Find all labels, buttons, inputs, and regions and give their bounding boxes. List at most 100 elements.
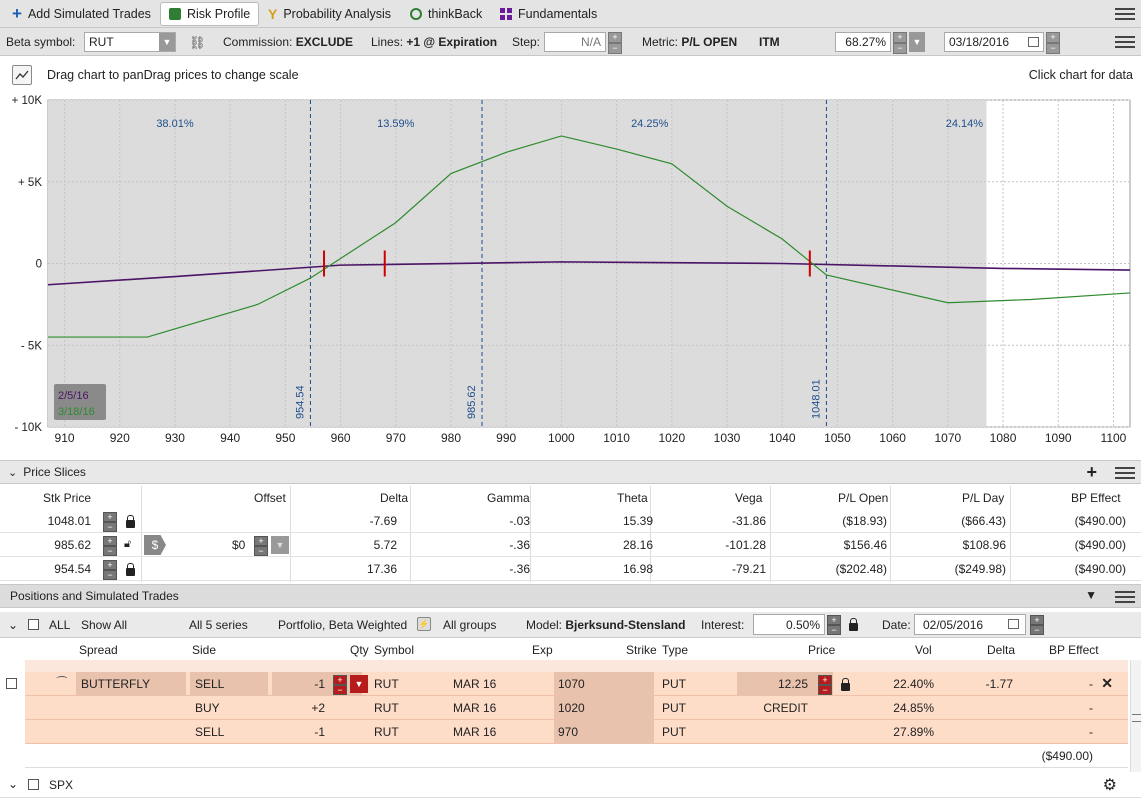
metric-value: P/L OPEN bbox=[681, 35, 738, 49]
commission-control[interactable]: Commission: EXCLUDE bbox=[223, 35, 353, 49]
groups-filter[interactable]: All groups bbox=[443, 618, 497, 632]
interest-stepper[interactable]: + − bbox=[827, 615, 841, 635]
leg-strike[interactable]: 1020 bbox=[558, 701, 585, 715]
lock-icon[interactable] bbox=[126, 515, 135, 528]
lock-icon[interactable] bbox=[849, 618, 858, 631]
model-selector[interactable]: Model: Bjerksund-Stensland bbox=[526, 618, 685, 632]
tab-thinkback[interactable]: thinkBack bbox=[402, 2, 490, 26]
metric-control[interactable]: Metric: P/L OPEN bbox=[642, 35, 737, 49]
col-delta: Delta bbox=[987, 643, 1016, 657]
leg-strike[interactable]: 1070 bbox=[558, 677, 585, 691]
select-all-checkbox[interactable] bbox=[28, 619, 39, 630]
expiration-date-input[interactable]: 03/18/2016 bbox=[944, 32, 1044, 52]
price-slice-row[interactable]: 954.54 + − 17.36 -.36 16.98 -79.21 ($202.… bbox=[0, 557, 1141, 581]
chevron-down-icon[interactable]: ⌄ bbox=[8, 777, 19, 791]
lines-control[interactable]: Lines: +1 @ Expiration bbox=[371, 35, 497, 49]
risk-profile-svg[interactable]: 910 920 930 940 950 960 970 980 990 1000 1010 1020 1… bbox=[0, 94, 1141, 450]
calendar-icon[interactable] bbox=[1028, 37, 1039, 47]
y-tick-label: 0 bbox=[36, 259, 42, 271]
step-input[interactable]: N/A bbox=[544, 32, 606, 52]
scroll-grip-icon[interactable] bbox=[1132, 714, 1141, 722]
risk-profile-chart[interactable]: 910 920 930 940 950 960 970 980 990 1000 1010 1020 1… bbox=[0, 94, 1141, 450]
price-stepper[interactable]: + − bbox=[818, 675, 832, 695]
leg-vol: 22.40% bbox=[893, 677, 934, 691]
price-slices-column-headers: Stk Price Offset Delta Gamma Theta Vega … bbox=[0, 488, 1141, 510]
show-filter[interactable]: Show All bbox=[81, 618, 128, 632]
slice-bp-effect: ($490.00) bbox=[1074, 538, 1126, 552]
leg-type[interactable]: PUT bbox=[662, 725, 686, 739]
gear-icon[interactable]: ⚙ bbox=[1102, 777, 1117, 794]
leg-price[interactable]: 12.25 bbox=[777, 677, 808, 691]
slice-price-stepper[interactable]: + − bbox=[103, 512, 117, 532]
leg-qty[interactable]: +2 bbox=[311, 701, 325, 715]
price-slice-row[interactable]: 985.62 + − 🔓︎ $ $0 + − ▼ 5.72 -.36 28.16 -… bbox=[0, 533, 1141, 557]
slice-delta: 17.36 bbox=[366, 562, 397, 576]
chevron-down-icon[interactable]: ▼ bbox=[350, 675, 368, 693]
collapse-icon[interactable]: ▼ bbox=[1085, 588, 1097, 602]
lock-icon[interactable] bbox=[841, 678, 850, 691]
leg-side[interactable]: SELL bbox=[195, 677, 225, 691]
x-tick-label: 1020 bbox=[658, 431, 685, 445]
offset-stepper[interactable]: + − bbox=[254, 536, 268, 556]
group-row-spx[interactable]: ⌄ SPX ⚙ bbox=[0, 772, 1141, 798]
add-slice-icon[interactable]: + bbox=[1086, 462, 1097, 482]
chevron-down-icon[interactable]: ▼ bbox=[271, 536, 289, 554]
link-icon[interactable]: ⛓ bbox=[189, 35, 206, 50]
probability-icon: Y bbox=[268, 6, 278, 22]
interest-input[interactable]: 0.50% bbox=[753, 614, 825, 635]
model-date-input[interactable]: 02/05/2016 bbox=[914, 614, 1026, 635]
portfolio-filter[interactable]: Portfolio, Beta Weighted bbox=[278, 618, 408, 632]
tab-fundamentals[interactable]: Fundamentals bbox=[492, 2, 605, 26]
beta-symbol-select[interactable]: RUT ▼ bbox=[84, 32, 176, 52]
dollar-offset-icon[interactable]: $ bbox=[144, 535, 166, 555]
leg-qty[interactable]: -1 bbox=[314, 677, 325, 691]
lock-icon[interactable] bbox=[126, 563, 135, 576]
leg-exp[interactable]: MAR 16 bbox=[453, 725, 497, 739]
tab-risk-profile[interactable]: Risk Profile bbox=[160, 2, 260, 26]
tab-add-simulated-trades[interactable]: + Add Simulated Trades bbox=[4, 2, 159, 26]
date-stepper[interactable]: + − bbox=[1046, 32, 1060, 54]
trade-leg-row[interactable]: ⁀ BUTTERFLY SELL -1 + − ▼ RUT MAR 16 1070… bbox=[6, 672, 1128, 696]
beta-symbol-label: Beta symbol: bbox=[6, 35, 76, 49]
price-slice-row[interactable]: 1048.01 + − -7.69 -.03 15.39 -31.86 ($18.… bbox=[0, 509, 1141, 533]
menu-icon[interactable] bbox=[1115, 4, 1135, 24]
menu-icon[interactable] bbox=[1115, 587, 1135, 607]
chevron-down-icon[interactable]: ⌄ bbox=[8, 618, 19, 632]
step-stepper[interactable]: + − bbox=[608, 32, 622, 54]
slice-price-stepper[interactable]: + − bbox=[103, 560, 117, 580]
itm-toggle[interactable]: ITM bbox=[759, 35, 780, 49]
trade-leg-row[interactable]: BUY +2 RUT MAR 16 1020 PUT CREDIT 24.85%… bbox=[25, 696, 1128, 720]
col-type: Type bbox=[662, 643, 689, 657]
trade-leg-row[interactable]: SELL -1 RUT MAR 16 970 PUT 27.89% - bbox=[25, 720, 1128, 744]
trade-checkbox[interactable] bbox=[6, 678, 17, 689]
volatility-stepper[interactable]: + − bbox=[893, 32, 907, 54]
volatility-input[interactable]: 68.27% bbox=[835, 32, 891, 52]
slice-price-stepper[interactable]: + − bbox=[103, 536, 117, 556]
leg-side[interactable]: BUY bbox=[195, 701, 220, 715]
menu-icon[interactable] bbox=[1115, 463, 1135, 483]
leg-qty[interactable]: -1 bbox=[314, 725, 325, 739]
leg-type[interactable]: PUT bbox=[662, 701, 686, 715]
model-date-stepper[interactable]: + − bbox=[1030, 615, 1044, 635]
series-filter[interactable]: All 5 series bbox=[189, 618, 248, 632]
calendar-icon[interactable] bbox=[1008, 619, 1019, 629]
tab-probability-analysis[interactable]: Y Probability Analysis bbox=[260, 2, 399, 26]
group-checkbox[interactable] bbox=[28, 779, 39, 790]
unlock-icon[interactable]: 🔓︎ bbox=[124, 538, 132, 550]
scrollbar[interactable] bbox=[1130, 660, 1141, 772]
leg-side[interactable]: SELL bbox=[195, 725, 225, 739]
menu-icon[interactable] bbox=[1115, 32, 1135, 52]
leg-strike[interactable]: 970 bbox=[558, 725, 579, 739]
probability-label: 24.25% bbox=[631, 118, 669, 130]
sync-icon[interactable]: ⚡ bbox=[417, 617, 431, 631]
leg-type[interactable]: PUT bbox=[662, 677, 686, 691]
chevron-down-icon[interactable]: ▼ bbox=[909, 32, 925, 52]
chevron-down-icon[interactable]: ⌄ bbox=[8, 466, 18, 479]
chart-settings-icon[interactable] bbox=[12, 65, 32, 85]
qty-stepper[interactable]: + − bbox=[333, 675, 347, 695]
leg-exp[interactable]: MAR 16 bbox=[453, 701, 497, 715]
tab-label: Probability Analysis bbox=[283, 7, 392, 21]
slice-offset[interactable]: $0 bbox=[232, 538, 246, 552]
leg-exp[interactable]: MAR 16 bbox=[453, 677, 497, 691]
close-icon[interactable]: ✕ bbox=[1101, 675, 1113, 691]
